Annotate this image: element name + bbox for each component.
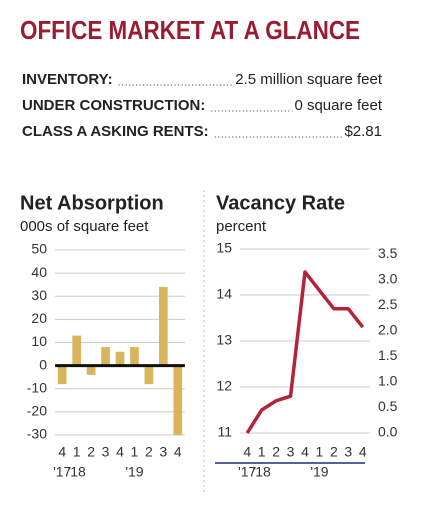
x-tick-label: 4	[174, 444, 182, 460]
year-label: '17	[238, 464, 256, 480]
y2-tick-label: 1.0	[378, 373, 398, 389]
y2-tick-label: 2.5	[378, 296, 398, 312]
stat-value: 0 square feet	[294, 97, 382, 114]
y2-tick-label: 0.5	[378, 398, 398, 414]
y2-tick-label: 0.0	[378, 424, 398, 440]
year-label: '19	[125, 464, 143, 480]
year-label: '18	[68, 464, 86, 480]
y-tick-label: 12	[216, 378, 232, 394]
x-tick-label: 4	[116, 444, 124, 460]
line-series	[245, 270, 365, 434]
bar	[72, 335, 81, 366]
stat-value: $2.81	[344, 123, 382, 140]
y2-tick-label: 2.0	[378, 321, 398, 337]
stat-label: CLASS A ASKING RENTS:	[22, 123, 209, 140]
y-tick-label: 10	[31, 333, 47, 349]
y-tick-label: 20	[31, 310, 47, 326]
y2-tick-label: 3.5	[378, 245, 398, 261]
y-tick-label: 15	[216, 240, 232, 256]
x-tick-label: 1	[131, 444, 139, 460]
y-tick-label: 50	[31, 241, 47, 257]
x-tick-label: 4	[359, 444, 367, 460]
x-tick-label: 3	[287, 444, 295, 460]
y-tick-label: 13	[216, 332, 232, 348]
x-tick-label: 2	[330, 444, 338, 460]
y2-tick-label: 1.5	[378, 347, 398, 363]
x-tick-label: 3	[344, 444, 352, 460]
stat-label: UNDER CONSTRUCTION:	[22, 97, 205, 114]
x-tick-label: 1	[73, 444, 81, 460]
x-tick-label: 4	[301, 444, 309, 460]
bar	[101, 347, 110, 366]
bar	[159, 287, 168, 366]
bar	[57, 365, 67, 385]
y-tick-label: 11	[217, 424, 232, 440]
bar	[173, 365, 183, 435]
x-tick-label: 2	[272, 444, 280, 460]
y-tick-label: 14	[216, 286, 232, 302]
x-tick-label: 2	[145, 444, 153, 460]
chart-subtitle: 000s of square feet	[20, 218, 149, 235]
chart-subtitle: percent	[216, 218, 267, 235]
bar	[115, 351, 125, 366]
y-tick-label: -30	[27, 426, 47, 442]
year-label: '18	[253, 464, 271, 480]
bar	[144, 365, 154, 385]
chart-title: Net Absorption	[20, 192, 164, 214]
y-tick-label: -20	[27, 403, 47, 419]
bar	[86, 365, 96, 375]
x-tick-label: 4	[243, 444, 251, 460]
x-tick-label: 1	[258, 444, 266, 460]
stat-value: 2.5 million square feet	[235, 71, 383, 88]
x-tick-label: 4	[58, 444, 66, 460]
page-title: OFFICE MARKET AT A GLANCE	[20, 15, 360, 45]
year-label: '17	[53, 464, 71, 480]
year-label: '19	[310, 464, 328, 480]
y-tick-label: 40	[31, 264, 47, 280]
bar	[130, 347, 139, 366]
y-tick-label: 0	[39, 356, 47, 372]
y-tick-label: -10	[27, 379, 47, 395]
y-tick-label: 30	[31, 287, 47, 303]
x-tick-label: 1	[316, 444, 324, 460]
x-tick-label: 3	[102, 444, 110, 460]
y2-tick-label: 3.0	[378, 270, 398, 286]
chart-title: Vacancy Rate	[216, 192, 345, 214]
x-tick-label: 2	[87, 444, 95, 460]
x-tick-label: 3	[159, 444, 167, 460]
stat-label: INVENTORY:	[22, 71, 113, 88]
